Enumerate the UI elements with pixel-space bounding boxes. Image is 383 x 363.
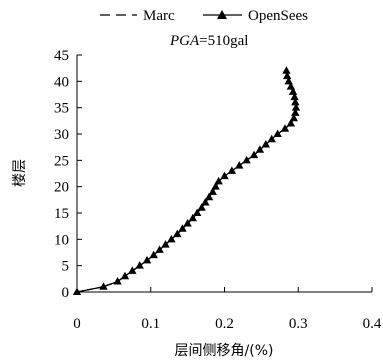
y-axis-label: 楼层 xyxy=(12,159,28,187)
data-point-marker xyxy=(155,245,164,253)
data-point-marker xyxy=(286,118,296,127)
data-point-marker xyxy=(183,219,192,227)
pga-annotation: PGA=510gal xyxy=(169,33,248,49)
y-tick-label: 20 xyxy=(54,180,69,196)
data-point-marker xyxy=(135,261,144,269)
data-point-marker xyxy=(280,124,290,132)
data-point-marker xyxy=(149,250,158,259)
data-point-marker xyxy=(99,282,108,290)
data-point-marker xyxy=(261,140,270,148)
data-point-marker xyxy=(193,208,202,216)
data-point-marker xyxy=(282,66,291,74)
data-point-marker xyxy=(288,87,298,95)
data-point-marker xyxy=(197,203,206,211)
data-point-marker xyxy=(201,197,210,206)
y-tick-label: 0 xyxy=(62,285,70,301)
data-point-marker xyxy=(113,276,122,285)
y-tick-label: 10 xyxy=(54,232,69,248)
data-point-marker xyxy=(161,240,170,248)
data-point-marker xyxy=(284,76,293,85)
legend: Marc OpenSees xyxy=(100,8,308,24)
x-axis-label: 层间侧移角/(%) xyxy=(175,343,274,359)
y-ticks: 0 5 10 15 20 25 30 35 40 45 xyxy=(54,48,82,301)
data-point-marker xyxy=(290,92,299,101)
data-point-marker xyxy=(211,182,220,190)
pga-annotation-italic: PGA xyxy=(169,33,200,49)
x-tick-label: 0.4 xyxy=(363,316,382,332)
y-tick-label: 25 xyxy=(54,153,69,169)
series-line-opensees xyxy=(76,70,297,293)
y-tick-label: 40 xyxy=(54,74,69,90)
series-line-marc xyxy=(76,70,297,293)
data-point-marker xyxy=(242,155,251,164)
x-tick-label: 0 xyxy=(73,316,81,332)
data-point-marker xyxy=(120,271,130,280)
data-point-marker xyxy=(142,255,152,264)
data-point-marker xyxy=(289,113,299,122)
data-point-marker xyxy=(128,266,137,274)
y-tick-label: 45 xyxy=(54,48,69,64)
data-point-marker xyxy=(282,71,292,80)
data-point-marker xyxy=(249,150,259,159)
data-point-marker xyxy=(188,213,197,222)
legend-marker-opensees xyxy=(217,10,227,19)
data-point-marker xyxy=(291,108,300,116)
x-tick-label: 0.3 xyxy=(289,316,308,332)
series-group xyxy=(72,66,301,295)
x-tick-label: 0.2 xyxy=(215,316,234,332)
data-point-marker xyxy=(72,287,82,295)
data-point-marker xyxy=(227,166,237,174)
x-tick-label: 0.1 xyxy=(141,316,160,332)
pga-annotation-value: =510gal xyxy=(199,33,248,49)
data-point-marker xyxy=(291,103,301,111)
data-point-marker xyxy=(235,161,244,169)
x-ticks: 0 0.1 0.2 0.3 0.4 xyxy=(73,287,382,332)
data-point-marker xyxy=(173,229,182,238)
data-point-marker xyxy=(286,82,296,90)
y-tick-label: 35 xyxy=(54,101,69,117)
data-point-marker xyxy=(204,192,214,201)
data-point-marker xyxy=(167,234,176,243)
legend-label-marc: Marc xyxy=(143,8,175,24)
y-tick-label: 30 xyxy=(54,127,69,143)
data-point-marker xyxy=(255,145,265,153)
data-point-marker xyxy=(208,187,217,195)
y-tick-label: 15 xyxy=(54,206,69,222)
data-point-marker xyxy=(220,171,229,180)
y-tick-label: 5 xyxy=(62,259,70,275)
data-point-marker xyxy=(273,129,282,137)
data-point-marker xyxy=(214,176,223,185)
data-point-marker xyxy=(291,97,300,106)
legend-label-opensees: OpenSees xyxy=(248,8,308,24)
data-point-marker xyxy=(267,134,276,143)
data-point-marker xyxy=(178,224,187,232)
